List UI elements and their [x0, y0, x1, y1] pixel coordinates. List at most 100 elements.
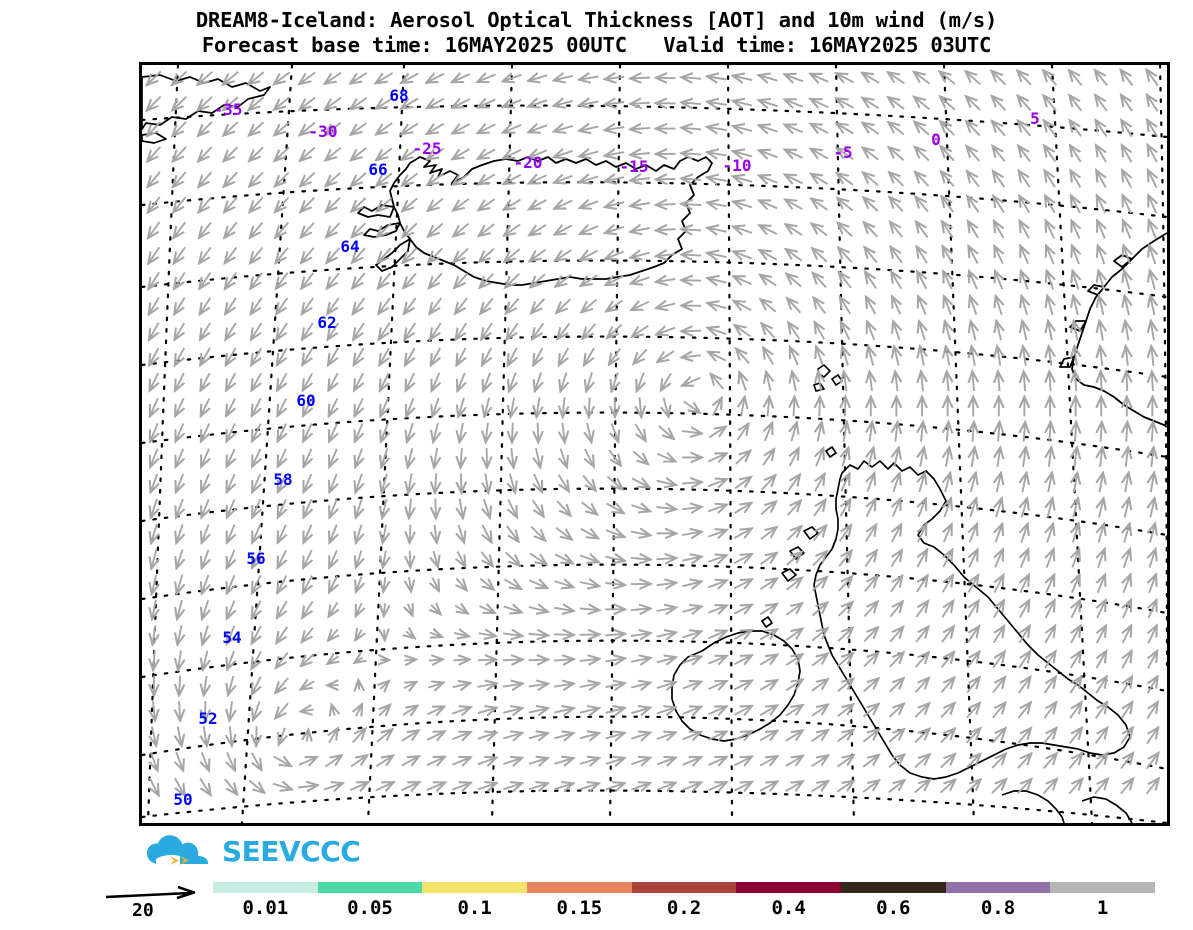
wind-arrow [682, 532, 701, 535]
wind-arrow [202, 549, 209, 568]
colorbar-segment-1 [317, 882, 423, 893]
wind-arrow [528, 684, 548, 687]
wind-arrow [889, 73, 905, 85]
wind-arrow [708, 427, 725, 439]
wind-arrow [503, 75, 522, 81]
wind-arrow [175, 322, 186, 339]
wind-arrow [278, 499, 286, 516]
wind-arrow [531, 273, 546, 287]
wind-arrow [682, 355, 702, 357]
wind-arrow [631, 203, 650, 206]
wind-arrow [1019, 146, 1031, 163]
longitude-label--20: -20 [514, 153, 543, 172]
wind-arrow [278, 549, 286, 567]
wind-arrow [151, 524, 157, 542]
wind-arrow [812, 578, 827, 592]
wind-arrow [433, 422, 438, 441]
wind-arrow [504, 150, 522, 158]
wind-arrow [991, 780, 1006, 794]
wind-arrow [479, 173, 496, 184]
wind-arrow [892, 297, 900, 315]
wind-arrow [175, 372, 184, 390]
wind-arrow [970, 297, 976, 316]
latitude-label-58: 58 [273, 470, 292, 489]
wind-arrow [993, 147, 1006, 162]
wind-arrow [890, 173, 904, 187]
wind-arrow [1071, 171, 1082, 188]
wind-arrow [230, 726, 232, 745]
wind-arrow [1149, 575, 1156, 594]
wind-arrow [178, 650, 181, 670]
wind-arrow [1094, 754, 1107, 770]
wind-arrow [889, 602, 903, 618]
wind-arrow [506, 273, 520, 287]
wind-arrow [1049, 423, 1050, 442]
wind-arrow [735, 451, 750, 465]
wind-arrow [841, 474, 849, 492]
wind-arrow [484, 498, 490, 517]
wind-arrow [304, 524, 312, 542]
wind-arrow [276, 272, 289, 288]
wind-arrow [253, 473, 261, 491]
wind-arrow [759, 757, 777, 766]
wind-arrow [377, 122, 393, 134]
wind-arrow [202, 599, 208, 618]
wind-arrow [759, 126, 778, 132]
wind-arrow [199, 171, 213, 186]
wind-arrow [916, 197, 929, 213]
wind-arrow [656, 657, 675, 662]
wind-arrow [356, 602, 362, 615]
wind-arrow [1021, 272, 1028, 290]
wind-arrow [554, 101, 574, 106]
wind-arrow [503, 633, 521, 635]
wind-arrow [994, 197, 1005, 214]
wind-arrow [1095, 652, 1106, 669]
wind-arrow [683, 400, 700, 413]
wind-arrow [1123, 575, 1130, 594]
wind-arrow [358, 681, 359, 690]
wind-arrow [586, 372, 592, 391]
wind-arrow [302, 322, 314, 339]
wind-arrow [511, 447, 513, 467]
wind-arrow [966, 678, 979, 694]
wind-arrow [433, 397, 439, 416]
wind-arrow [734, 101, 753, 105]
longitude-label--15: -15 [620, 157, 649, 176]
wind-arrow [733, 681, 751, 690]
wind-arrow [1094, 779, 1107, 795]
wind-arrow [1097, 601, 1105, 619]
wind-arrow [352, 222, 367, 237]
wind-arrow [1018, 678, 1030, 694]
wind-arrow [532, 298, 546, 313]
wind-arrow [1018, 96, 1032, 112]
wind-arrow [298, 757, 316, 765]
wind-arrow [786, 250, 803, 262]
wind-arrow [708, 681, 726, 689]
wind-arrow [353, 297, 366, 313]
wind-arrow [997, 448, 1000, 468]
wind-arrow [867, 474, 874, 493]
wind-arrow [890, 222, 904, 238]
wind-arrow [1044, 626, 1054, 644]
wind-arrow [1074, 448, 1076, 468]
wind-arrow [1096, 146, 1107, 163]
wind-arrow [1069, 703, 1081, 719]
wind-arrow [274, 71, 291, 84]
wind-arrow [426, 732, 444, 740]
wind-arrow [837, 628, 852, 642]
wind-arrow [251, 247, 264, 263]
wind-arrow [328, 347, 339, 364]
wind-arrow [889, 148, 905, 161]
wind-arrow [403, 682, 416, 688]
wind-arrow [400, 783, 418, 791]
wind-arrow [972, 372, 974, 392]
colorbar-segment-5 [736, 882, 842, 893]
wind-arrow [630, 558, 650, 560]
wind-arrow [199, 777, 210, 794]
wind-arrow [631, 178, 650, 180]
wind-arrow [733, 656, 751, 665]
wind-arrow [485, 397, 490, 416]
wind-arrow [302, 247, 315, 263]
wind-arrow [251, 322, 263, 339]
wind-arrow [682, 103, 702, 105]
